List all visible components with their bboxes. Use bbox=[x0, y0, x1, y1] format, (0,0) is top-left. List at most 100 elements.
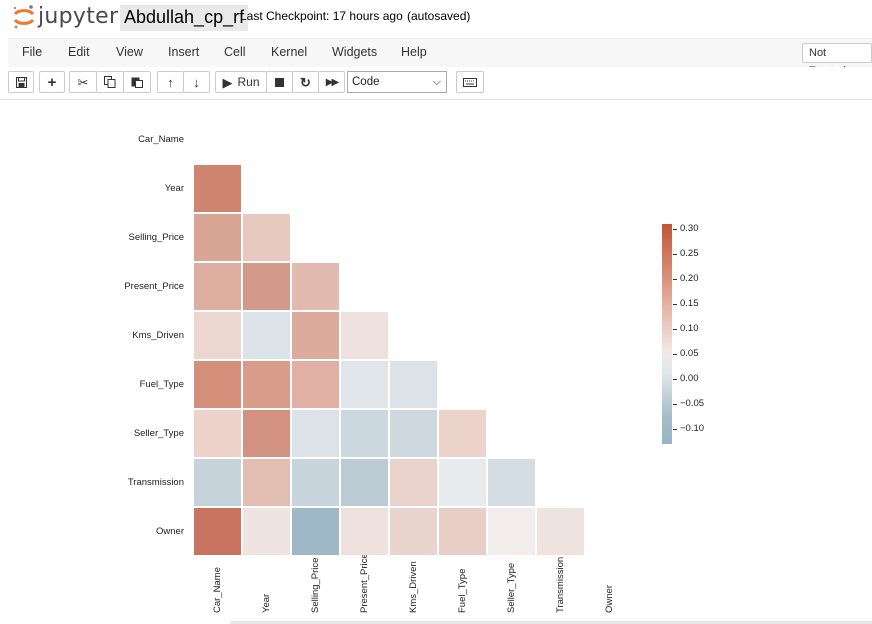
restart-icon: ↻ bbox=[300, 74, 311, 90]
heatmap-cell bbox=[439, 459, 486, 506]
restart-run-all-button[interactable]: ▶▶ bbox=[318, 71, 345, 93]
menu-kernel[interactable]: Kernel bbox=[271, 45, 308, 59]
y-tick-label: Owner bbox=[156, 525, 184, 537]
heatmap-cell bbox=[390, 410, 437, 457]
heatmap-cell bbox=[194, 410, 241, 457]
notebook-header: jupyter Abdullah_cp_rf Last Checkpoint: … bbox=[0, 0, 872, 38]
run-label: Run bbox=[237, 75, 260, 89]
cell-type-select[interactable]: Code ⌵ bbox=[347, 71, 447, 93]
colorbar-tick-label: −0.05 bbox=[680, 397, 705, 409]
save-icon bbox=[15, 76, 27, 88]
y-tick-label: Year bbox=[164, 182, 184, 194]
colorbar-tick bbox=[673, 303, 677, 305]
colorbar-tick bbox=[673, 428, 677, 430]
x-tick-label: Year bbox=[260, 593, 272, 613]
jupyter-logo-text[interactable]: jupyter bbox=[38, 4, 119, 29]
heatmap-cell bbox=[243, 459, 290, 506]
x-tick-label: Owner bbox=[603, 585, 615, 613]
colorbar-tick bbox=[673, 278, 677, 280]
restart-button[interactable]: ↻ bbox=[292, 71, 319, 93]
arrow-down-icon: ↓ bbox=[193, 74, 200, 90]
copy-button[interactable] bbox=[96, 71, 124, 93]
heatmap-cell bbox=[243, 214, 290, 261]
menu-bar: File Edit View Insert Cell Kernel Widget… bbox=[8, 38, 872, 77]
heatmap-cell bbox=[390, 508, 437, 555]
interrupt-button[interactable] bbox=[266, 71, 293, 93]
menu-help[interactable]: Help bbox=[401, 45, 427, 59]
y-tick-label: Seller_Type bbox=[133, 427, 184, 439]
heatmap-cell bbox=[341, 361, 388, 408]
y-tick-label: Kms_Driven bbox=[132, 329, 184, 341]
command-palette-button[interactable] bbox=[456, 71, 484, 93]
heatmap-cell bbox=[292, 263, 339, 310]
heatmap-cell bbox=[439, 410, 486, 457]
colorbar-tick-label: 0.05 bbox=[680, 347, 699, 359]
colorbar-tick-label: −0.10 bbox=[680, 422, 705, 434]
heatmap-cell bbox=[390, 361, 437, 408]
y-tick-label: Present_Price bbox=[124, 280, 184, 292]
menu-cell[interactable]: Cell bbox=[224, 45, 246, 59]
x-tick-label: Seller_Type bbox=[505, 562, 517, 613]
menu-view[interactable]: View bbox=[116, 45, 143, 59]
run-button[interactable]: ▶ Run bbox=[215, 71, 267, 93]
scissors-icon: ✂ bbox=[77, 74, 89, 90]
chevron-down-icon: ⌵ bbox=[432, 76, 441, 88]
colorbar-tick bbox=[673, 328, 677, 330]
colorbar-tick bbox=[673, 378, 677, 380]
cut-button[interactable]: ✂ bbox=[69, 71, 97, 93]
jupyter-logo-icon[interactable] bbox=[12, 3, 36, 36]
heatmap-cell bbox=[194, 214, 241, 261]
autosave-status: (autosaved) bbox=[407, 9, 471, 23]
heatmap-cell bbox=[292, 312, 339, 359]
heatmap-cell bbox=[292, 410, 339, 457]
colorbar-tick-label: 0.15 bbox=[680, 297, 699, 309]
y-tick-label: Car_Name bbox=[138, 133, 184, 145]
heatmap-cell bbox=[243, 263, 290, 310]
move-down-button[interactable]: ↓ bbox=[183, 71, 210, 93]
colorbar-tick-label: 0.25 bbox=[680, 247, 699, 259]
heatmap-cell bbox=[488, 508, 535, 555]
x-tick-label: Selling_Price bbox=[309, 557, 321, 613]
arrow-up-icon: ↑ bbox=[167, 74, 174, 90]
x-tick-label: Present_Price bbox=[358, 553, 370, 613]
menu-edit[interactable]: Edit bbox=[68, 45, 90, 59]
checkpoint-status: Last Checkpoint: 17 hours ago bbox=[240, 9, 403, 23]
heatmap-cell bbox=[292, 508, 339, 555]
copy-icon bbox=[104, 76, 116, 88]
x-tick-label: Transmission bbox=[554, 556, 566, 613]
y-tick-label: Fuel_Type bbox=[139, 378, 184, 390]
colorbar-tick-label: 0.10 bbox=[680, 322, 699, 334]
play-icon: ▶ bbox=[222, 74, 233, 90]
notebook-name[interactable]: Abdullah_cp_rf bbox=[120, 5, 249, 31]
x-tick-label: Car_Name bbox=[211, 567, 223, 613]
y-tick-label: Selling_Price bbox=[128, 231, 184, 243]
heatmap-cell bbox=[194, 165, 241, 212]
heatmap-cell bbox=[194, 312, 241, 359]
save-button[interactable] bbox=[8, 71, 34, 93]
menu-insert[interactable]: Insert bbox=[168, 45, 200, 59]
colorbar-tick bbox=[673, 228, 677, 230]
plus-icon: + bbox=[47, 73, 57, 91]
menu-file[interactable]: File bbox=[22, 45, 43, 59]
menu-widgets[interactable]: Widgets bbox=[332, 45, 378, 59]
heatmap-cell bbox=[488, 459, 535, 506]
paste-button[interactable] bbox=[123, 71, 151, 93]
colorbar-tick bbox=[673, 253, 677, 255]
insert-cell-button[interactable]: + bbox=[39, 71, 65, 93]
fast-forward-icon: ▶▶ bbox=[325, 76, 339, 88]
output-scroll-edge bbox=[230, 621, 872, 624]
heatmap-cell bbox=[341, 410, 388, 457]
move-up-button[interactable]: ↑ bbox=[157, 71, 184, 93]
colorbar-tick bbox=[673, 403, 677, 405]
heatmap-cell bbox=[439, 508, 486, 555]
heatmap-cell bbox=[341, 459, 388, 506]
heatmap-cell bbox=[243, 361, 290, 408]
not-trusted-button[interactable]: Not Trusted bbox=[802, 43, 872, 77]
heatmap-cell bbox=[292, 361, 339, 408]
colorbar-tick-label: 0.30 bbox=[680, 222, 699, 234]
colorbar-tick-label: 0.00 bbox=[680, 372, 699, 384]
heatmap-cell bbox=[243, 312, 290, 359]
heatmap-cell bbox=[243, 508, 290, 555]
heatmap-cell bbox=[194, 361, 241, 408]
keyboard-icon bbox=[463, 77, 477, 87]
